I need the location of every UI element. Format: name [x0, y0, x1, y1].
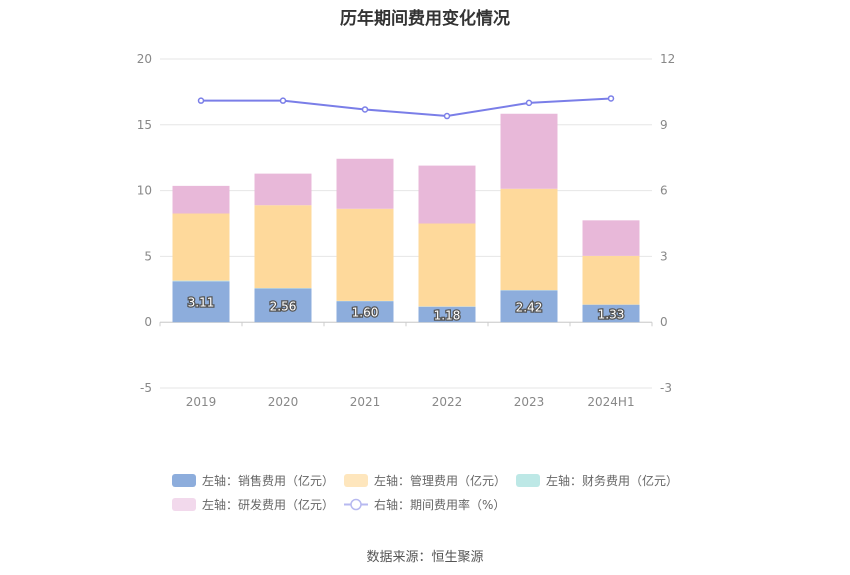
y-right-tick-label: 6	[660, 184, 668, 198]
bar-sales	[418, 306, 476, 323]
data-source: 数据来源：恒生聚源	[366, 550, 484, 565]
bar-admin	[336, 208, 394, 301]
bar-sales	[172, 281, 230, 323]
chart-canvas: -5 0 5 10 15 20 -3 0 3 6 9 12 2019 2020 2021 2022 2023 20…	[137, 52, 676, 409]
legend-swatch-sales	[172, 474, 196, 487]
x-tick-label: 2019	[186, 395, 217, 409]
bar-value-label: 3.11	[188, 296, 215, 310]
legend-swatch-admin	[344, 474, 368, 487]
y-left-tick-label: 20	[137, 52, 152, 66]
y-left-tick-label: 10	[137, 184, 152, 198]
rate-point	[607, 95, 615, 102]
bar-admin	[582, 255, 640, 305]
legend-item-finance[interactable]: 左轴：财务费用（亿元）	[516, 472, 678, 489]
y-left-tick-label: 0	[144, 315, 152, 329]
y-right-tick-label: 0	[660, 315, 668, 329]
y-left-tick-label: 5	[144, 249, 152, 263]
legend-line-icon	[344, 498, 368, 511]
legend-item-rate[interactable]: 右轴：期间费用率（%）	[344, 496, 505, 513]
legend-label-rate: 右轴：期间费用率（%）	[374, 498, 506, 512]
bar-rnd	[500, 113, 558, 189]
y-left-tick-label: -5	[140, 381, 152, 395]
bar-rnd	[582, 220, 640, 256]
legend-item-admin[interactable]: 左轴：管理费用（亿元）	[344, 472, 506, 489]
bar-rnd	[254, 173, 312, 206]
bar-admin	[418, 223, 476, 307]
legend-label-sales: 左轴：销售费用（亿元）	[202, 474, 335, 488]
x-tick-label: 2023	[514, 395, 545, 409]
bar-finance	[172, 280, 230, 282]
bar-sales	[500, 290, 558, 323]
y-right-tick-label: 3	[660, 249, 668, 263]
y-right-tick-label: -3	[660, 381, 672, 395]
rate-point	[443, 112, 451, 120]
bar-admin	[500, 188, 558, 291]
bar-value-label: 2.56	[270, 299, 297, 313]
bar-rnd	[172, 185, 230, 214]
bar-rnd	[418, 165, 476, 224]
bar-sales	[336, 301, 394, 323]
legend-label-rnd: 左轴：研发费用（亿元）	[202, 498, 335, 512]
bar-admin	[172, 213, 230, 281]
bar-rnd	[336, 158, 394, 209]
bar-value-label: 1.60	[352, 306, 379, 320]
legend-label-finance: 左轴：财务费用（亿元）	[546, 474, 679, 488]
legend-swatch-rnd	[172, 498, 196, 511]
rate-line	[201, 97, 612, 118]
rate-point	[525, 99, 533, 107]
rate-point	[197, 97, 205, 104]
x-tick-label: 2022	[432, 395, 463, 409]
bar-sales	[254, 288, 312, 323]
y-right-tick-label: 12	[660, 52, 675, 66]
legend-item-rnd[interactable]: 左轴：研发费用（亿元）	[172, 496, 334, 513]
x-tick-label: 2020	[268, 395, 299, 409]
bar-admin	[254, 205, 312, 289]
legend-swatch-finance	[516, 474, 540, 487]
rate-point	[361, 106, 369, 113]
legend-label-admin: 左轴：管理费用（亿元）	[374, 474, 507, 488]
bar-value-label: 2.42	[516, 300, 543, 314]
legend-item-sales[interactable]: 左轴：销售费用（亿元）	[172, 472, 334, 489]
x-tick-label: 2021	[350, 395, 381, 409]
rate-point	[279, 97, 287, 104]
y-right-tick-label: 9	[660, 118, 668, 132]
y-left-tick-label: 15	[137, 118, 152, 132]
bar-value-label: 1.33	[598, 307, 625, 321]
bar-sales	[582, 304, 640, 323]
chart-title: 历年期间费用变化情况	[340, 9, 510, 29]
bar-value-label: 1.18	[434, 308, 461, 322]
x-tick-label: 2024H1	[587, 395, 634, 409]
